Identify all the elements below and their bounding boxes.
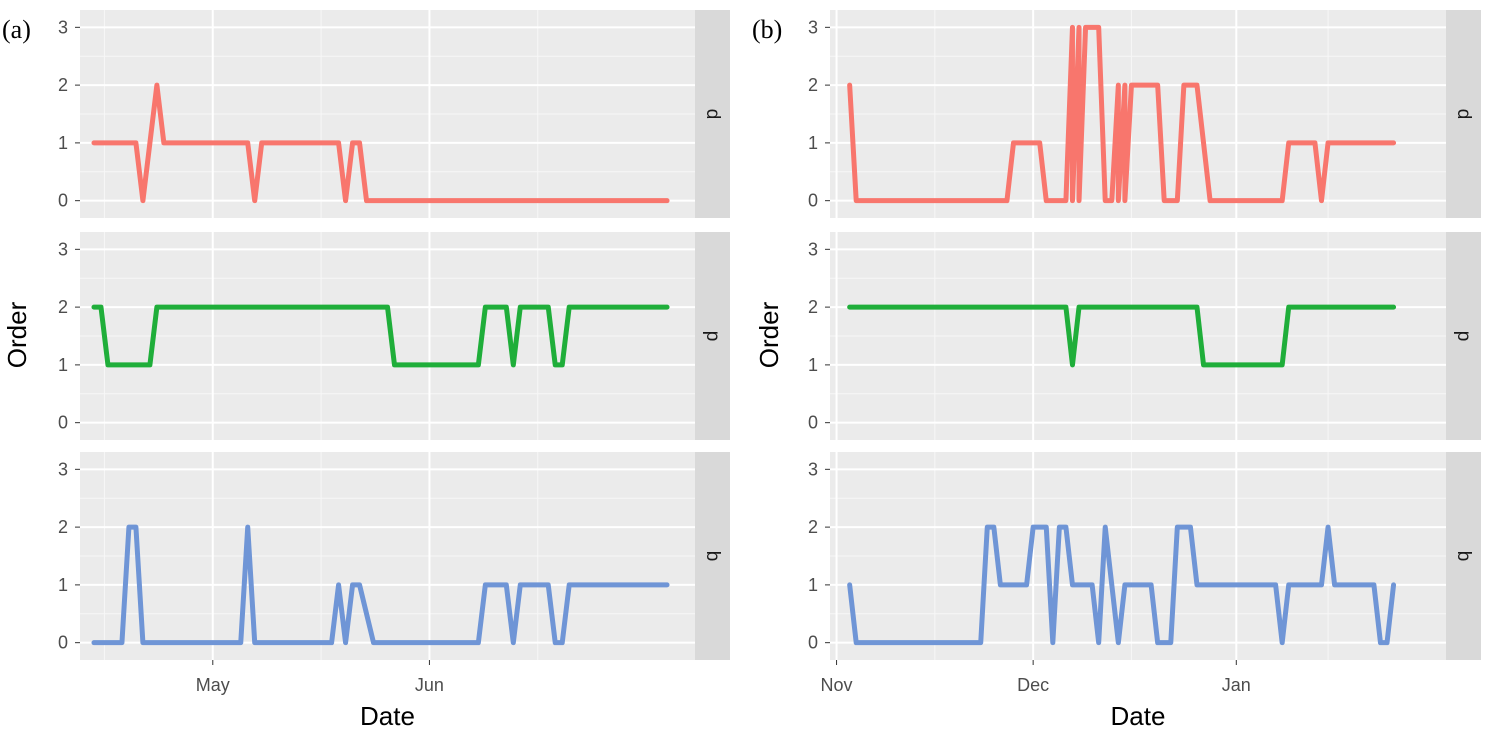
facet-strip bbox=[1446, 452, 1481, 660]
series-line-d bbox=[91, 82, 670, 204]
panel-letter: (a) bbox=[2, 15, 31, 44]
y-tick-label: 3 bbox=[58, 17, 68, 37]
y-tick-label: 0 bbox=[808, 413, 818, 433]
facet-strip bbox=[695, 452, 730, 660]
y-tick-label: 3 bbox=[808, 17, 818, 37]
y-tick-label: 2 bbox=[808, 75, 818, 95]
x-axis-title: Date bbox=[360, 701, 415, 731]
y-tick-label: 3 bbox=[808, 239, 818, 259]
y-axis-title: Order bbox=[2, 301, 32, 368]
y-axis-title: Order bbox=[754, 301, 784, 368]
y-tick-label: 2 bbox=[58, 297, 68, 317]
x-tick-label: Jan bbox=[1222, 675, 1251, 695]
facet-strip-label: d bbox=[702, 109, 723, 120]
facet-strip-label: p bbox=[1453, 331, 1474, 342]
y-tick-label: 0 bbox=[808, 191, 818, 211]
y-tick-label: 1 bbox=[808, 575, 818, 595]
facet-strip-label: p bbox=[702, 331, 723, 342]
facet-strip bbox=[1446, 232, 1481, 440]
facet-strip bbox=[695, 232, 730, 440]
series-line-d bbox=[847, 24, 1397, 204]
y-tick-label: 0 bbox=[808, 633, 818, 653]
facet-strip bbox=[1446, 10, 1481, 218]
y-tick-label: 1 bbox=[58, 355, 68, 375]
y-tick-label: 3 bbox=[58, 459, 68, 479]
y-tick-label: 0 bbox=[58, 413, 68, 433]
series-line-b bbox=[847, 524, 1397, 646]
panel-letter: (b) bbox=[752, 15, 782, 44]
series-line-b bbox=[91, 524, 670, 646]
y-tick-label: 2 bbox=[808, 517, 818, 537]
y-tick-label: 3 bbox=[808, 459, 818, 479]
x-axis-title: Date bbox=[1111, 701, 1166, 731]
y-tick-label: 3 bbox=[58, 239, 68, 259]
series-line-p bbox=[847, 304, 1397, 368]
y-tick-label: 2 bbox=[58, 75, 68, 95]
facet-strip-label: b bbox=[702, 551, 723, 562]
facet-strip-label: d bbox=[1453, 109, 1474, 120]
y-tick-label: 1 bbox=[58, 133, 68, 153]
y-tick-label: 0 bbox=[58, 633, 68, 653]
x-tick-label: Jun bbox=[415, 675, 444, 695]
y-tick-label: 0 bbox=[58, 191, 68, 211]
facet-strip-label: b bbox=[1453, 551, 1474, 562]
facet-strip bbox=[695, 10, 730, 218]
y-tick-label: 2 bbox=[58, 517, 68, 537]
series-line-p bbox=[91, 304, 670, 368]
x-tick-label: May bbox=[196, 675, 230, 695]
y-tick-label: 1 bbox=[808, 355, 818, 375]
y-tick-label: 2 bbox=[808, 297, 818, 317]
y-tick-label: 1 bbox=[58, 575, 68, 595]
y-tick-label: 1 bbox=[808, 133, 818, 153]
x-tick-label: Dec bbox=[1017, 675, 1049, 695]
x-tick-label: Nov bbox=[821, 675, 853, 695]
